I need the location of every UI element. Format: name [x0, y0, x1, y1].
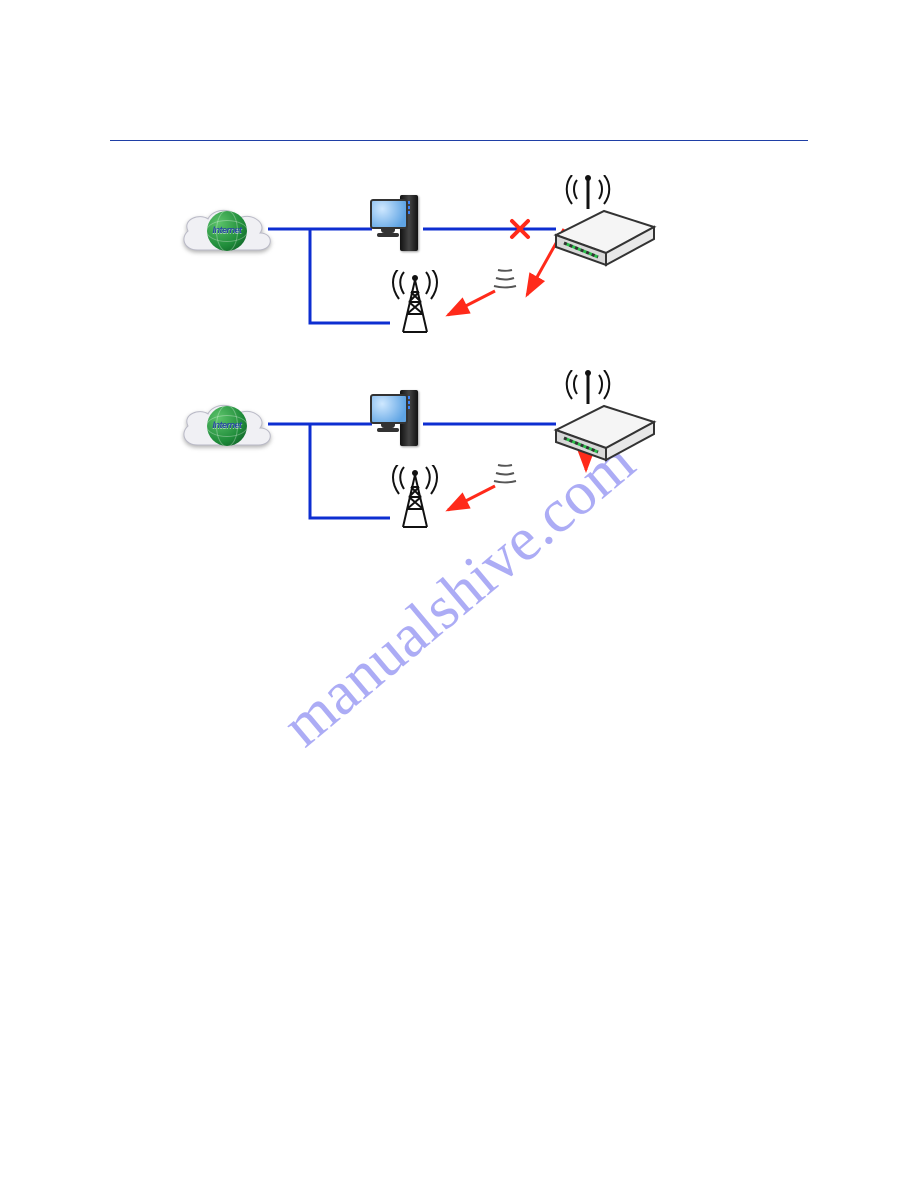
wireless-signal-icon	[490, 254, 520, 290]
scenario-load-balance: Internet	[180, 370, 680, 550]
server-icon	[370, 388, 425, 448]
cell-tower-icon	[385, 270, 445, 334]
internet-cloud-icon: Internet	[180, 205, 275, 265]
wireless-signal-icon	[490, 449, 520, 485]
internet-label: Internet	[207, 225, 247, 235]
server-icon	[370, 193, 425, 253]
cell-tower-icon	[385, 465, 445, 529]
internet-label: Internet	[207, 420, 247, 430]
scenario-failover: Internet	[180, 175, 680, 355]
internet-cloud-icon: Internet	[180, 400, 275, 460]
wireless-router-icon	[550, 175, 660, 270]
wireless-router-icon	[550, 370, 660, 465]
header-rule	[110, 140, 808, 141]
direction-arrow	[448, 486, 495, 510]
direction-arrow	[448, 291, 495, 315]
